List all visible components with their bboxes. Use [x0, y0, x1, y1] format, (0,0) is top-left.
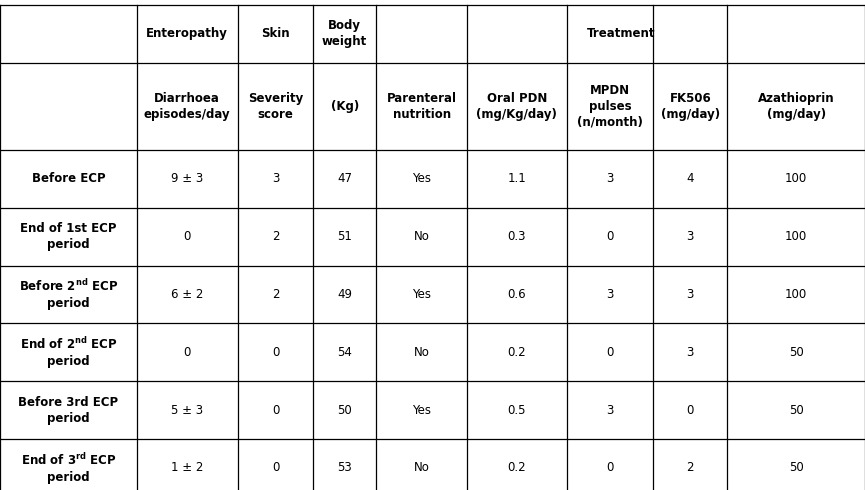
- Text: 1 ± 2: 1 ± 2: [171, 462, 203, 474]
- Text: 4: 4: [687, 172, 694, 185]
- Text: 3: 3: [687, 346, 694, 359]
- Text: 50: 50: [789, 346, 804, 359]
- Text: 0.5: 0.5: [508, 404, 526, 416]
- Text: 3: 3: [272, 172, 279, 185]
- Text: 50: 50: [789, 462, 804, 474]
- Text: 0: 0: [272, 346, 279, 359]
- Text: Yes: Yes: [413, 404, 431, 416]
- Text: Parenteral
nutrition: Parenteral nutrition: [387, 92, 457, 121]
- Text: 6 ± 2: 6 ± 2: [171, 288, 203, 301]
- Text: 53: 53: [337, 462, 352, 474]
- Text: No: No: [413, 230, 430, 243]
- Text: 5 ± 3: 5 ± 3: [171, 404, 203, 416]
- Text: Oral PDN
(mg/Kg/day): Oral PDN (mg/Kg/day): [477, 92, 557, 121]
- Text: End of 2$^{\mathbf{nd}}$ ECP
period: End of 2$^{\mathbf{nd}}$ ECP period: [20, 336, 117, 368]
- Text: 0: 0: [606, 462, 613, 474]
- Text: Azathioprin
(mg/day): Azathioprin (mg/day): [758, 92, 835, 121]
- Text: 0.6: 0.6: [508, 288, 526, 301]
- Text: 1.1: 1.1: [508, 172, 526, 185]
- Text: Yes: Yes: [413, 288, 431, 301]
- Text: 2: 2: [272, 230, 279, 243]
- Text: MPDN
pulses
(n/month): MPDN pulses (n/month): [577, 84, 643, 129]
- Text: Body
weight: Body weight: [322, 19, 368, 49]
- Text: 9 ± 3: 9 ± 3: [171, 172, 203, 185]
- Text: 49: 49: [337, 288, 352, 301]
- Text: Yes: Yes: [413, 172, 431, 185]
- Text: Before ECP: Before ECP: [31, 172, 106, 185]
- Text: FK506
(mg/day): FK506 (mg/day): [661, 92, 720, 121]
- Text: 100: 100: [785, 230, 807, 243]
- Text: 3: 3: [687, 288, 694, 301]
- Text: 2: 2: [272, 288, 279, 301]
- Text: 0.2: 0.2: [508, 462, 526, 474]
- Text: (Kg): (Kg): [330, 100, 359, 113]
- Text: 0: 0: [272, 404, 279, 416]
- Text: End of 3$^{\mathbf{rd}}$ ECP
period: End of 3$^{\mathbf{rd}}$ ECP period: [21, 452, 116, 484]
- Text: 47: 47: [337, 172, 352, 185]
- Text: 0: 0: [272, 462, 279, 474]
- Text: Before 3rd ECP
period: Before 3rd ECP period: [18, 395, 119, 425]
- Text: 0: 0: [606, 230, 613, 243]
- Text: 3: 3: [606, 288, 613, 301]
- Text: Skin: Skin: [261, 27, 290, 40]
- Text: Diarrhoea
episodes/day: Diarrhoea episodes/day: [144, 92, 231, 121]
- Text: 100: 100: [785, 288, 807, 301]
- Text: Before 2$^{\mathbf{nd}}$ ECP
period: Before 2$^{\mathbf{nd}}$ ECP period: [19, 278, 118, 311]
- Text: 0: 0: [183, 346, 191, 359]
- Text: Enteropathy: Enteropathy: [146, 27, 228, 40]
- Text: No: No: [413, 462, 430, 474]
- Text: 3: 3: [606, 172, 613, 185]
- Text: 50: 50: [337, 404, 352, 416]
- Text: No: No: [413, 346, 430, 359]
- Text: 0: 0: [183, 230, 191, 243]
- Text: 0.3: 0.3: [508, 230, 526, 243]
- Text: 0: 0: [687, 404, 694, 416]
- Text: 51: 51: [337, 230, 352, 243]
- Text: End of 1st ECP
period: End of 1st ECP period: [20, 222, 117, 251]
- Text: 2: 2: [687, 462, 694, 474]
- Text: Severity
score: Severity score: [248, 92, 303, 121]
- Text: 0: 0: [606, 346, 613, 359]
- Text: 0.2: 0.2: [508, 346, 526, 359]
- Text: 54: 54: [337, 346, 352, 359]
- Text: 50: 50: [789, 404, 804, 416]
- Text: 3: 3: [606, 404, 613, 416]
- Text: Treatment: Treatment: [586, 27, 655, 40]
- Text: 100: 100: [785, 172, 807, 185]
- Text: 3: 3: [687, 230, 694, 243]
